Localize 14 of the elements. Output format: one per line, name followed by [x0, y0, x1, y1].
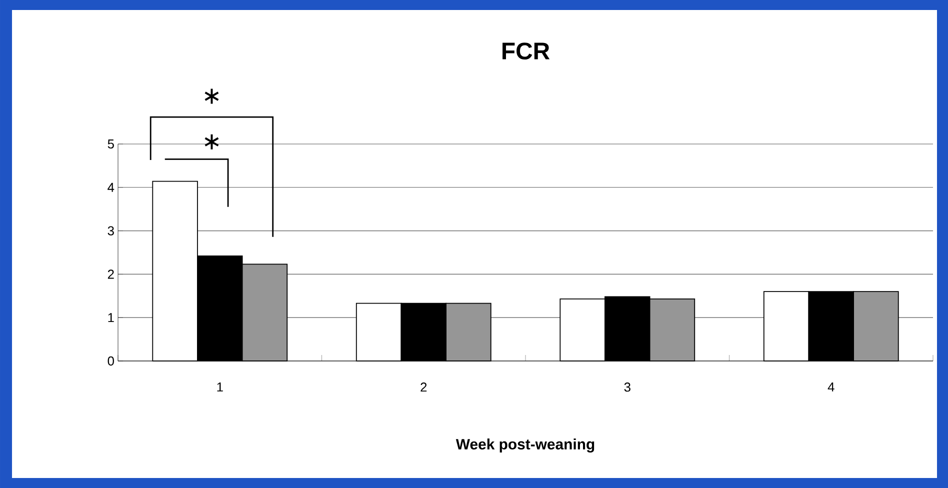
- y-tick-label: 5: [108, 139, 114, 149]
- y-tick-label: 3: [108, 226, 114, 236]
- annotation: ∗: [204, 134, 219, 150]
- x-tick-label: 1: [217, 382, 223, 392]
- x-tick-label: 4: [828, 382, 834, 392]
- y-tick-label: 1: [108, 313, 114, 322]
- text: ∗: [204, 88, 219, 104]
- y-tick-label: 4: [108, 182, 114, 192]
- x-tick-label: 2: [420, 382, 427, 392]
- y-tick-label: 2: [108, 270, 114, 279]
- chart-title: FCR: [502, 42, 550, 60]
- x-tick-label: 3: [624, 382, 630, 392]
- y-tick-label: 0: [108, 356, 114, 366]
- x-axis-title: Week post-weaning: [456, 438, 594, 453]
